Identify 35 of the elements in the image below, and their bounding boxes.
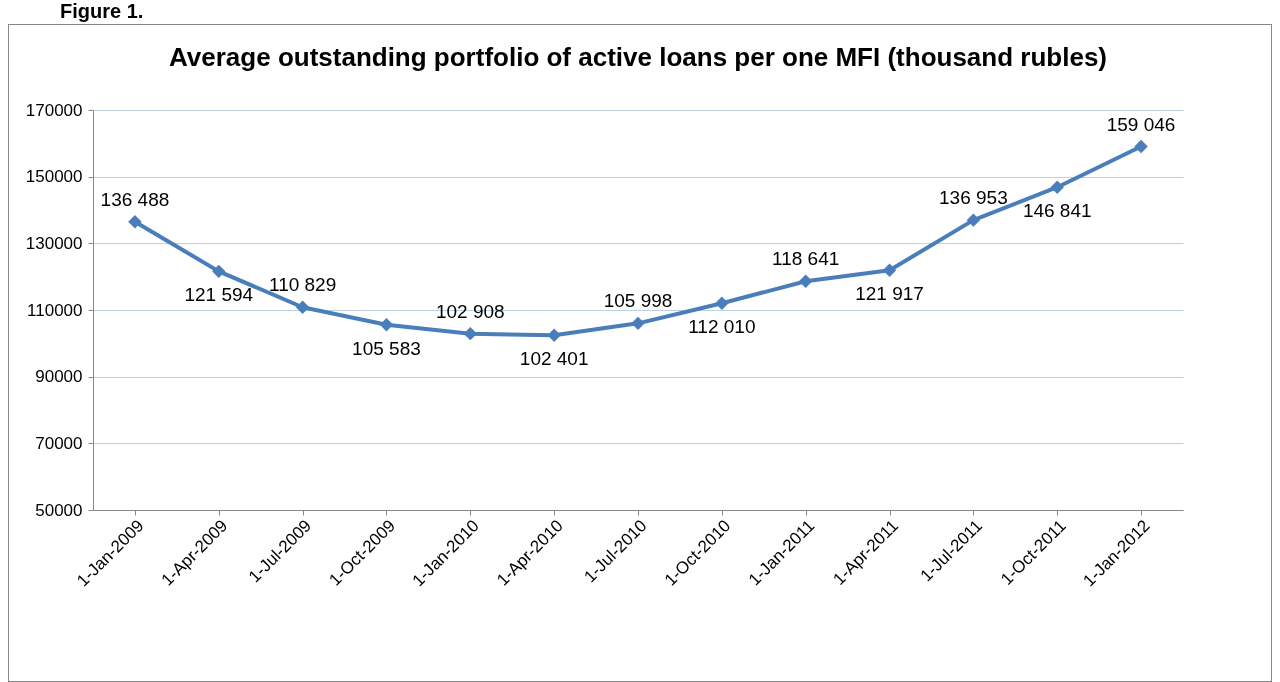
y-tick-label: 130000 xyxy=(25,233,83,253)
point xyxy=(631,316,645,331)
data-label: 118 641 xyxy=(772,248,840,270)
data-label: 146 841 xyxy=(1022,200,1092,222)
y-tick-label: 90000 xyxy=(35,367,83,387)
point xyxy=(379,318,394,332)
y-tick-label: 70000 xyxy=(35,433,83,453)
data-label: 105 998 xyxy=(603,290,673,312)
data-label: 105 583 xyxy=(352,337,421,359)
data-label: 159 046 xyxy=(1106,113,1176,135)
point xyxy=(547,328,561,343)
data-label: 102 908 xyxy=(435,300,505,322)
caption: Figure 1. xyxy=(60,0,144,23)
point xyxy=(212,264,226,279)
point xyxy=(128,215,142,229)
y-tick-label: 170000 xyxy=(25,100,83,120)
point xyxy=(295,300,310,314)
data-label: 102 401 xyxy=(519,348,589,370)
data-label: 112 010 xyxy=(688,316,756,338)
point xyxy=(882,263,897,277)
data-label: 121 594 xyxy=(184,284,254,306)
y-tick-label: 150000 xyxy=(25,167,83,187)
point xyxy=(1134,139,1148,154)
y-tick-label: 50000 xyxy=(35,500,83,520)
data-label: 121 917 xyxy=(855,283,924,305)
point xyxy=(798,274,813,288)
data-label: 110 829 xyxy=(268,274,337,296)
point xyxy=(715,296,729,311)
point xyxy=(1050,180,1064,194)
y-tick-label: 110000 xyxy=(27,300,83,320)
data-label: 136 953 xyxy=(939,187,1008,209)
data-label: 136 488 xyxy=(100,188,170,210)
point xyxy=(463,326,478,341)
chart-title: Average outstanding portfolio of active loans per one MFI (thousand rubles) xyxy=(169,42,1107,72)
point xyxy=(966,213,981,227)
